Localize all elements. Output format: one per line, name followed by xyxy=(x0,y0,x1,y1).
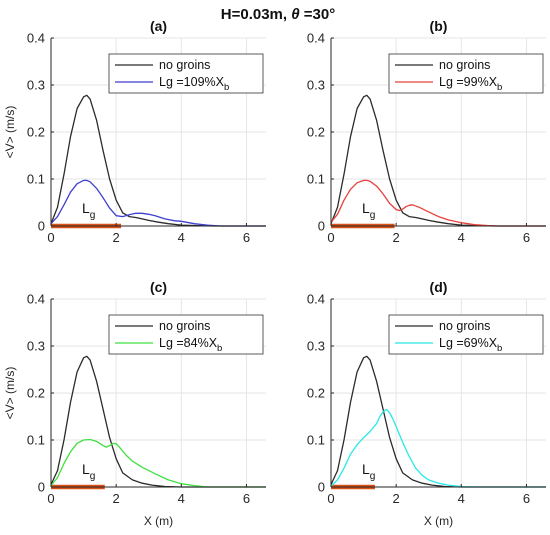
series-line-groins xyxy=(50,179,266,227)
legend-label-groins-main: Lg =99%X xyxy=(439,75,498,89)
series-line-no-groins xyxy=(330,355,546,488)
legend-label-groins-sub: b xyxy=(497,82,502,93)
legend-label-groins-main: Lg =84%X xyxy=(159,336,218,350)
y-tick-label: 0.3 xyxy=(27,339,45,354)
legend-label-no-groins: no groins xyxy=(439,319,490,333)
series-line-no-groins xyxy=(50,94,266,227)
legend-label-groins-sub: b xyxy=(224,82,229,93)
x-tick-label: 6 xyxy=(243,230,250,245)
x-axis-label: X (m) xyxy=(144,514,173,528)
legend-label-groins-main: Lg =69%X xyxy=(439,336,498,350)
legend-label-groins: Lg =99%Xb xyxy=(439,75,502,93)
legend-label-no-groins: no groins xyxy=(159,58,210,72)
legend-box xyxy=(388,53,544,94)
x-tick-label: 6 xyxy=(523,491,530,506)
legend-box xyxy=(108,53,264,94)
x-tick-label: 0 xyxy=(327,230,334,245)
figure-title-suffix: =30° xyxy=(300,6,336,23)
legend: no groins Lg =69%Xb xyxy=(388,314,544,355)
y-tick-label: 0.1 xyxy=(307,172,325,187)
figure-title: H=0.03m, θ =30° xyxy=(221,6,335,23)
y-axis-label: <V> (m/s) xyxy=(3,367,17,420)
y-tick-label: 0.4 xyxy=(307,292,325,307)
y-tick-label: 0.4 xyxy=(27,31,45,46)
x-axis-label: X (m) xyxy=(424,514,453,528)
subplot-0: 0 2 4 6 0 0.1 0.2 0.3 0.4 (a) <V> (m/s) Lg no groins… xyxy=(3,18,266,245)
series-line-no-groins xyxy=(50,355,266,488)
legend-label-groins: Lg =84%Xb xyxy=(159,336,222,354)
y-tick-label: 0 xyxy=(38,219,45,234)
legend-label-no-groins: no groins xyxy=(159,319,210,333)
y-tick-label: 0.4 xyxy=(307,31,325,46)
lg-marker-main: L xyxy=(362,461,370,477)
legend-box xyxy=(108,314,264,355)
subplot-title: (d) xyxy=(430,279,448,295)
y-axis-label: <V> (m/s) xyxy=(3,106,17,159)
x-tick-label: 6 xyxy=(243,491,250,506)
x-tick-label: 2 xyxy=(393,230,400,245)
legend-label-groins-sub: b xyxy=(217,343,222,354)
legend: no groins Lg =99%Xb xyxy=(388,53,544,94)
lg-marker-main: L xyxy=(82,200,90,216)
x-tick-label: 0 xyxy=(47,491,54,506)
y-tick-label: 0.2 xyxy=(27,125,45,140)
y-tick-label: 0.2 xyxy=(307,386,325,401)
x-tick-label: 0 xyxy=(327,491,334,506)
lg-marker-sub: g xyxy=(370,210,376,221)
lg-marker-main: L xyxy=(82,461,90,477)
series-line-groins xyxy=(330,408,546,488)
subplot-grid: 0 2 4 6 0 0.1 0.2 0.3 0.4 (a) <V> (m/s) Lg no groins… xyxy=(3,18,546,528)
y-tick-label: 0.4 xyxy=(27,292,45,307)
legend-label-groins: Lg =109%Xb xyxy=(159,75,229,93)
lg-marker-label: Lg xyxy=(362,461,375,482)
y-tick-label: 0 xyxy=(38,480,45,495)
y-tick-label: 0 xyxy=(318,480,325,495)
x-tick-label: 6 xyxy=(523,230,530,245)
legend-label-groins-main: Lg =109%X xyxy=(159,75,225,89)
y-tick-label: 0.3 xyxy=(307,78,325,93)
series-line-groins xyxy=(50,438,266,488)
lg-marker-main: L xyxy=(362,200,370,216)
x-tick-label: 2 xyxy=(113,491,120,506)
legend-label-groins-sub: b xyxy=(497,343,502,354)
lg-marker-sub: g xyxy=(90,210,96,221)
legend: no groins Lg =109%Xb xyxy=(108,53,264,94)
y-tick-label: 0.1 xyxy=(27,433,45,448)
y-tick-label: 0.3 xyxy=(27,78,45,93)
x-tick-label: 2 xyxy=(113,230,120,245)
lg-marker-sub: g xyxy=(90,471,96,482)
subplot-2: 0 2 4 6 0 0.1 0.2 0.3 0.4 (c) <V> (m/s) X (m) Lg no g… xyxy=(3,279,266,528)
y-tick-label: 0 xyxy=(318,219,325,234)
x-tick-label: 4 xyxy=(178,491,185,506)
lg-marker-label: Lg xyxy=(82,200,95,221)
y-tick-label: 0.1 xyxy=(307,433,325,448)
subplot-title: (a) xyxy=(150,18,167,34)
x-tick-label: 0 xyxy=(47,230,54,245)
series-line-no-groins xyxy=(330,94,546,227)
figure-title-prefix: H=0.03m, xyxy=(221,6,291,23)
lg-marker-sub: g xyxy=(370,471,376,482)
x-tick-label: 4 xyxy=(178,230,185,245)
legend-box xyxy=(388,314,544,355)
legend: no groins Lg =84%Xb xyxy=(108,314,264,355)
y-tick-label: 0.1 xyxy=(27,172,45,187)
subplot-3: 0 2 4 6 0 0.1 0.2 0.3 0.4 (d) X (m) Lg no groins Lg =… xyxy=(307,279,546,528)
series-line-groins xyxy=(330,179,546,227)
legend-label-no-groins: no groins xyxy=(439,58,490,72)
x-tick-label: 2 xyxy=(393,491,400,506)
y-tick-label: 0.3 xyxy=(307,339,325,354)
y-tick-label: 0.2 xyxy=(307,125,325,140)
x-tick-label: 4 xyxy=(458,491,465,506)
legend-label-groins: Lg =69%Xb xyxy=(439,336,502,354)
x-tick-label: 4 xyxy=(458,230,465,245)
subplot-title: (c) xyxy=(150,279,167,295)
subplot-title: (b) xyxy=(430,18,448,34)
lg-marker-label: Lg xyxy=(82,461,95,482)
y-tick-label: 0.2 xyxy=(27,386,45,401)
figure-title-theta: θ xyxy=(291,6,300,23)
subplot-1: 0 2 4 6 0 0.1 0.2 0.3 0.4 (b) Lg no groins Lg =99%Xb xyxy=(307,18,546,245)
lg-marker-label: Lg xyxy=(362,200,375,221)
